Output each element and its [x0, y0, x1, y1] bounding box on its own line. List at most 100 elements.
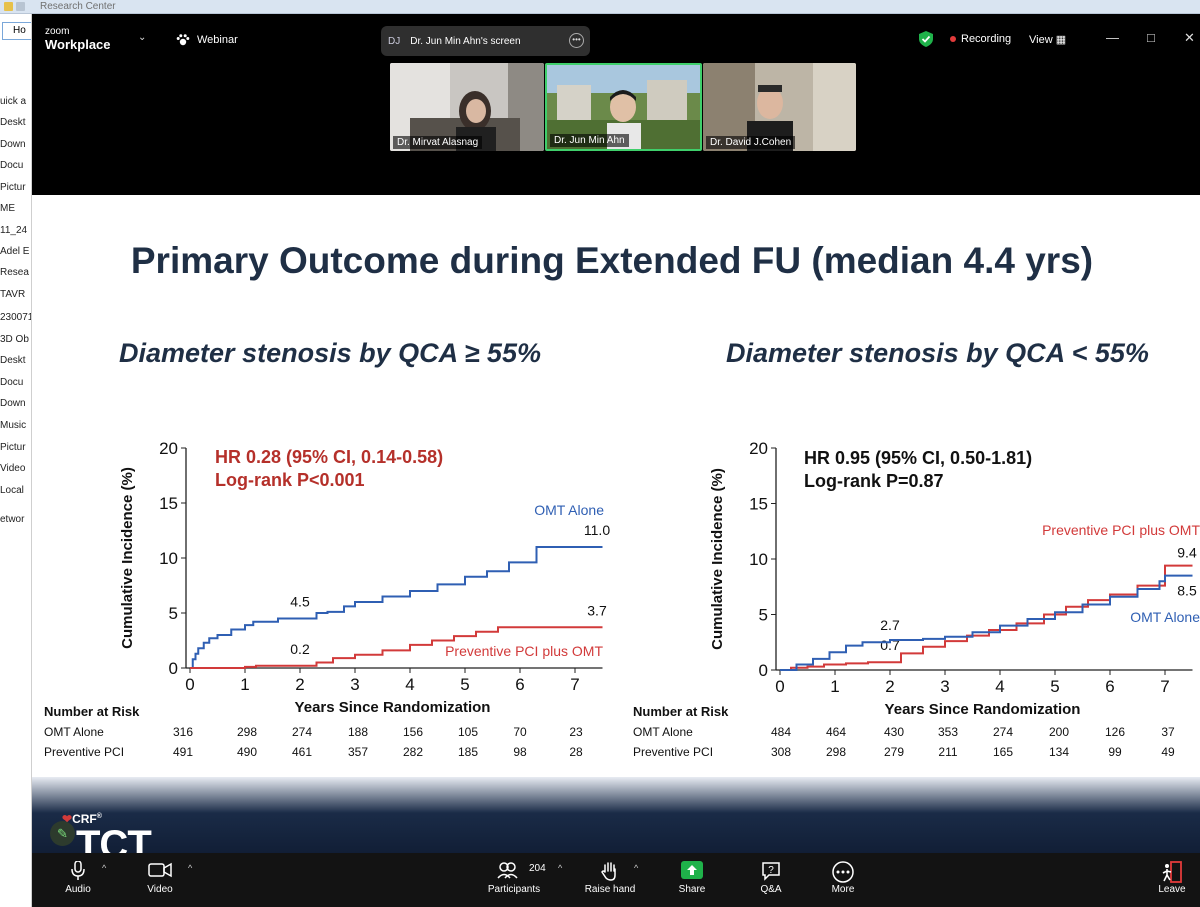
risk-cell: 282: [403, 745, 423, 759]
nav-item[interactable]: Docu: [0, 377, 24, 388]
recording-dot-icon: [950, 36, 956, 42]
x-axis-label: Years Since Randomization: [885, 701, 1081, 718]
leave-button[interactable]: Leave: [1152, 853, 1192, 907]
risk-cell: 156: [403, 725, 423, 739]
x-tick-label: 0: [775, 677, 784, 696]
risk-cell: 308: [771, 745, 791, 759]
security-shield-icon[interactable]: [919, 31, 933, 47]
value-annotation: 3.7: [587, 602, 607, 618]
x-tick-label: 1: [830, 677, 839, 696]
pencil-icon[interactable]: ✎: [50, 821, 75, 846]
risk-row-label: OMT Alone: [633, 725, 693, 739]
nav-item[interactable]: ME: [0, 203, 15, 214]
zoom-brand[interactable]: zoom Workplace: [45, 27, 111, 53]
nav-item[interactable]: Deskt: [0, 355, 26, 366]
y-tick-label: 0: [759, 661, 768, 680]
risk-cell: 491: [173, 745, 193, 759]
raise-hand-button[interactable]: Raise hand: [582, 853, 638, 907]
nav-item[interactable]: Down: [0, 139, 26, 150]
value-annotation: 2.7: [880, 617, 900, 633]
view-label: View: [1029, 34, 1053, 46]
participants-button[interactable]: Participants: [484, 853, 544, 907]
participants-icon: [484, 853, 544, 883]
video-tile-active-speaker[interactable]: Dr. Jun Min Ahn: [545, 63, 702, 151]
share-screen-button[interactable]: Share: [672, 853, 712, 907]
nav-item[interactable]: 3D Ob: [0, 334, 29, 345]
participant-name: Dr. David J.Cohen: [706, 136, 796, 149]
video-tile[interactable]: Dr. David J.Cohen: [703, 63, 856, 151]
screen-share-indicator[interactable]: DJ Dr. Jun Min Ahn's screen •••: [381, 26, 590, 56]
value-annotation: 0.2: [290, 641, 310, 657]
nav-item[interactable]: Pictur: [0, 182, 26, 193]
more-options-icon[interactable]: •••: [569, 33, 584, 48]
nav-item[interactable]: 230071: [0, 312, 32, 323]
km-curve: [190, 626, 603, 669]
audio-options-chevron-icon[interactable]: ^: [102, 863, 107, 873]
participant-name: Dr. Jun Min Ahn: [550, 134, 629, 147]
y-axis-label: Cumulative Incidence (%): [709, 468, 726, 650]
nav-item[interactable]: Adel E: [0, 246, 30, 257]
nav-item[interactable]: Deskt: [0, 117, 26, 128]
nav-item[interactable]: Pictur: [0, 442, 26, 453]
heart-icon: ❤: [62, 812, 73, 826]
x-tick-label: 5: [460, 675, 469, 694]
x-axis-label: Years Since Randomization: [295, 699, 491, 716]
microphone-icon: [60, 853, 96, 883]
recording-indicator[interactable]: Recording: [950, 33, 1011, 45]
share-icon: [672, 853, 712, 883]
more-icon: [823, 853, 863, 883]
nav-item[interactable]: Docu: [0, 160, 24, 171]
value-annotation: 0.7: [880, 637, 900, 653]
nav-item[interactable]: uick a: [0, 96, 27, 107]
close-icon[interactable]: ✕: [1184, 30, 1195, 45]
more-button[interactable]: More: [823, 853, 863, 907]
risk-cell: 461: [292, 745, 312, 759]
nav-item[interactable]: Down: [0, 398, 26, 409]
risk-cell: 490: [237, 745, 257, 759]
svg-text:?: ?: [768, 865, 774, 876]
camera-icon: [142, 853, 178, 883]
sharer-avatar: DJ: [388, 35, 401, 47]
video-options-chevron-icon[interactable]: ^: [188, 863, 193, 873]
grid-view-icon: ▦: [1055, 34, 1067, 46]
risk-cell: 105: [458, 725, 478, 739]
nav-item[interactable]: Resea: [0, 267, 29, 278]
webinar-indicator: Webinar: [176, 34, 238, 46]
view-button[interactable]: View ▦: [1029, 33, 1066, 46]
video-button[interactable]: Video: [142, 853, 178, 907]
nav-item[interactable]: Music: [0, 420, 27, 431]
risk-cell: 49: [1161, 745, 1175, 759]
risk-cell: 353: [938, 725, 958, 739]
km-curve: [780, 574, 1193, 671]
video-tile[interactable]: Dr. Mirvat Alasnag: [390, 63, 544, 151]
risk-cell: 70: [513, 725, 527, 739]
nav-item[interactable]: etwor: [0, 514, 25, 525]
qa-button[interactable]: ? Q&A: [751, 853, 791, 907]
audio-button[interactable]: Audio: [60, 853, 96, 907]
x-tick-label: 5: [1050, 677, 1059, 696]
nav-item[interactable]: TAVR: [0, 289, 26, 300]
maximize-icon[interactable]: □: [1147, 30, 1155, 45]
reactions-chevron-icon[interactable]: ^: [634, 863, 639, 873]
background-navigation-pane: Ho uick a Deskt Down Docu Pictur ME 11_24 Adel …: [0, 14, 32, 907]
participants-chevron-icon[interactable]: ^: [558, 863, 563, 873]
x-tick-label: 7: [1160, 677, 1169, 696]
nav-item[interactable]: Local: [0, 485, 24, 496]
number-at-risk-label: Number at Risk: [633, 704, 729, 719]
value-annotation: 9.4: [1177, 545, 1197, 561]
video-feed: [703, 63, 856, 151]
risk-cell: 188: [348, 725, 368, 739]
chevron-down-icon[interactable]: ⌄: [138, 32, 147, 43]
risk-row-label: Preventive PCI: [44, 745, 124, 759]
nav-item[interactable]: 11_24: [0, 225, 28, 236]
minimize-icon[interactable]: —: [1106, 30, 1119, 45]
nav-item[interactable]: Video: [0, 463, 26, 474]
brand-large: Workplace: [45, 37, 111, 52]
zoom-title-bar: zoom Workplace ⌄ Webinar DJ Dr. Jun Min …: [32, 14, 1200, 64]
risk-cell: 430: [884, 725, 904, 739]
risk-cell: 464: [826, 725, 846, 739]
address-bar[interactable]: Ho: [2, 22, 31, 40]
slide-title: Primary Outcome during Extended FU (medi…: [130, 240, 1094, 281]
pin-icon: [16, 2, 25, 11]
